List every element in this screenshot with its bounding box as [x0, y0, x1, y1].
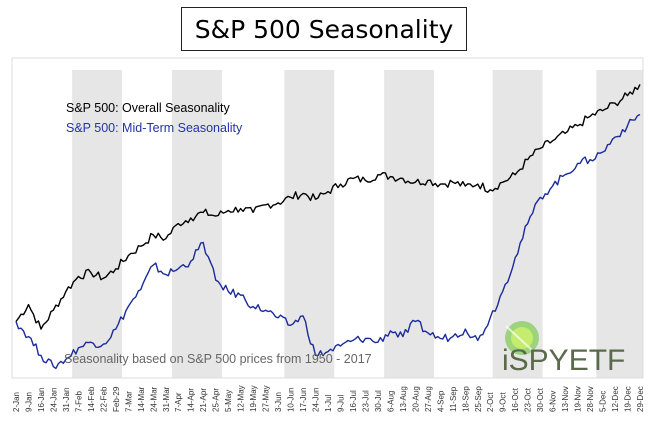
x-tick-label: 5-Dec: [599, 391, 608, 412]
x-tick-label: 7-Apr: [174, 392, 183, 412]
x-tick-label: 23-Jul: [361, 390, 370, 412]
x-tick-label: 16-Oct: [511, 387, 520, 412]
x-tick-label: 14-Apr: [187, 388, 196, 412]
x-tick-label: 30-Jul: [374, 390, 383, 412]
x-tick-label: 4-Sep: [436, 390, 445, 412]
x-tick-label: 16-Jul: [349, 390, 358, 412]
x-tick-label: 7-Mar: [124, 391, 133, 412]
x-tick-label: 9-Oct: [499, 392, 508, 412]
ispyetf-logo: iSPYETF: [502, 321, 625, 376]
x-axis-ticks: 2-Jan 9-Jan 16-Jan 24-Jan 31-Jan 7-Feb 14-Feb 2…: [12, 385, 645, 412]
x-tick-label: 1-Jul: [324, 394, 333, 412]
x-tick-label: 19-Dec: [624, 386, 633, 412]
x-tick-label: 9-Jan: [24, 392, 33, 412]
x-tick-label: 12-Dec: [611, 386, 620, 412]
x-tick-label: 23-Oct: [524, 387, 533, 412]
shaded-band-jun: [284, 70, 335, 378]
x-tick-label: 31-Mar: [162, 386, 171, 412]
x-tick-label: 30-Oct: [536, 387, 545, 412]
x-tick-label: 25-Sep: [474, 386, 483, 412]
x-tick-label: 27-Aug: [424, 386, 433, 412]
x-tick-label: 12-May: [237, 385, 246, 412]
x-tick-label: 2-Oct: [486, 392, 495, 412]
x-tick-label: 17-Jun: [299, 388, 308, 412]
x-tick-label: 14-Mar: [137, 386, 146, 412]
legend-midterm: S&P 500: Mid-Term Seasonality: [66, 121, 243, 135]
x-tick-label: 24-Mar: [149, 386, 158, 412]
shaded-band-apr: [172, 70, 222, 378]
x-tick-label: 20-Aug: [411, 386, 420, 412]
chart-title-box: S&P 500 Seasonality: [181, 7, 467, 51]
x-tick-label: 19-May: [249, 385, 258, 412]
x-tick-label: Feb-29: [112, 386, 121, 412]
x-tick-label: 29-Dec: [636, 386, 645, 412]
logo-text: iSPYETF: [502, 344, 625, 376]
x-tick-label: 28-Nov: [586, 386, 595, 412]
x-tick-label: 19-Nov: [574, 386, 583, 412]
chart-annotation: Seasonality based on S&P 500 prices from…: [64, 352, 372, 366]
x-tick-label: 9-Jul: [336, 394, 345, 412]
x-tick-label: 22-Feb: [99, 386, 108, 412]
x-tick-label: 5-May: [224, 390, 233, 412]
series-midterm-line: [15, 113, 641, 370]
x-tick-label: 18-Sep: [461, 386, 470, 412]
x-tick-label: 11-Sep: [449, 386, 458, 412]
shaded-band-dec: [596, 70, 643, 378]
x-tick-label: 13-Nov: [561, 386, 570, 412]
x-tick-label: 6-Aug: [386, 391, 395, 412]
x-tick-label: 24-Jun: [312, 388, 321, 412]
series-layer: [15, 84, 641, 370]
x-tick-label: 3-Jun: [274, 392, 283, 412]
chart-title: S&P 500 Seasonality: [194, 14, 454, 44]
x-tick-label: 13-Aug: [399, 386, 408, 412]
x-tick-label: 24-Jan: [49, 388, 58, 412]
x-tick-label: 27-May: [262, 385, 271, 412]
x-tick-label: 16-Jan: [37, 388, 46, 412]
x-tick-label: 31-Jan: [62, 388, 71, 412]
x-tick-label: 14-Feb: [87, 386, 96, 412]
x-tick-label: 21-Apr: [199, 388, 208, 412]
x-tick-label: 6-Nov: [549, 391, 558, 412]
x-tick-label: 2-Jan: [12, 392, 21, 412]
x-tick-label: 25-Apr: [212, 388, 221, 412]
plot-frame: [11, 57, 644, 379]
shaded-band-feb: [72, 70, 123, 378]
series-overall-line: [15, 84, 641, 330]
x-tick-label: 10-Jun: [287, 388, 296, 412]
legend-overall: S&P 500: Overall Seasonality: [66, 101, 230, 115]
x-tick-label: 7-Feb: [74, 391, 83, 412]
